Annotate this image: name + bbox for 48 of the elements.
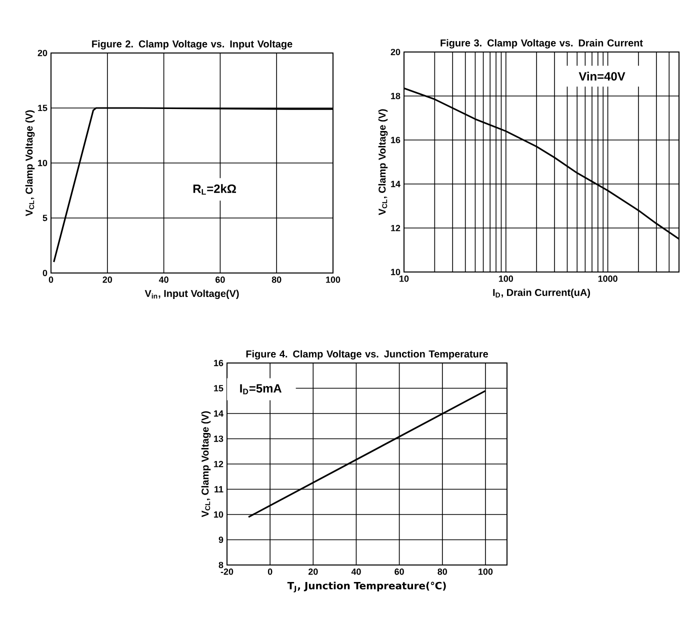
y-axis-title: V$_{CL}$, Clamp Voltage (V): [378, 109, 388, 216]
x-tick-label: 80: [438, 568, 448, 575]
x-tick-label: 0: [268, 568, 272, 575]
y-tick-label: 8: [218, 562, 224, 568]
y-tick-label: 16: [391, 136, 400, 144]
y-tick-label: 14: [391, 180, 400, 188]
x-tick-label: 80: [272, 276, 282, 283]
y-tick-label: 20: [38, 50, 48, 56]
y-tick-label: 9: [218, 536, 224, 543]
x-tick-label: 20: [308, 568, 318, 575]
y-tick-label: 12: [214, 460, 224, 468]
y-tick-label: 5: [42, 214, 48, 222]
y-tick-label: 0: [42, 270, 48, 276]
chart-title: Figure 2. Clamp Voltage vs. Input Voltage: [92, 40, 292, 50]
chart-title: Figure 3. Clamp Voltage vs. Drain Current: [440, 39, 643, 48]
y-tick-label: 11: [214, 486, 224, 492]
chart-title: Figure 4. Clamp Voltage vs. Junction Temperature: [246, 350, 488, 360]
x-tick-label: 10: [400, 276, 409, 282]
x-tick-label: 40: [158, 276, 168, 283]
y-tick-label: 10: [391, 268, 400, 276]
y-tick-label: 10: [214, 511, 224, 518]
y-tick-label: 20: [390, 48, 400, 56]
y-tick-label: 15: [38, 104, 48, 112]
y-tick-label: 16: [214, 360, 224, 366]
y-tick-label: 10: [38, 160, 48, 166]
y-tick-label: 13: [214, 436, 224, 442]
x-tick-label: 20: [102, 276, 112, 283]
y-tick-label: 18: [391, 92, 400, 100]
x-axis-title: I$_{D}$, Drain Current(uA): [493, 288, 590, 298]
x-tick-label: 60: [394, 568, 404, 575]
x-tick-label: 100: [498, 276, 514, 282]
x-tick-label: -20: [220, 568, 234, 575]
y-tick-label: 15: [214, 385, 224, 392]
annotation: I$_{D}$=5mA: [240, 384, 282, 394]
annotation: Vin=40V: [578, 72, 626, 81]
annotation: R$_{L}$=2kΩ: [193, 184, 236, 195]
x-tick-label: 0: [48, 276, 54, 283]
y-tick-label: 12: [391, 224, 400, 232]
x-axis-title: V$_{in}$, Input Voltage(V): [144, 290, 239, 300]
x-tick-label: 60: [216, 276, 225, 283]
x-axis-title: T$_{J}$, Junction Tempreature(℃): [287, 582, 446, 592]
y-axis-title: V$_{CL}$, Clamp Voltage (V): [201, 411, 211, 518]
x-tick-label: 100: [326, 276, 340, 283]
x-tick-label: 100: [478, 568, 493, 575]
y-tick-label: 14: [214, 410, 224, 417]
x-tick-label: 40: [351, 568, 361, 575]
y-axis-title: V$_{CL}$, Clamp Voltage (V): [25, 110, 35, 216]
x-tick-label: 1000: [598, 276, 618, 282]
